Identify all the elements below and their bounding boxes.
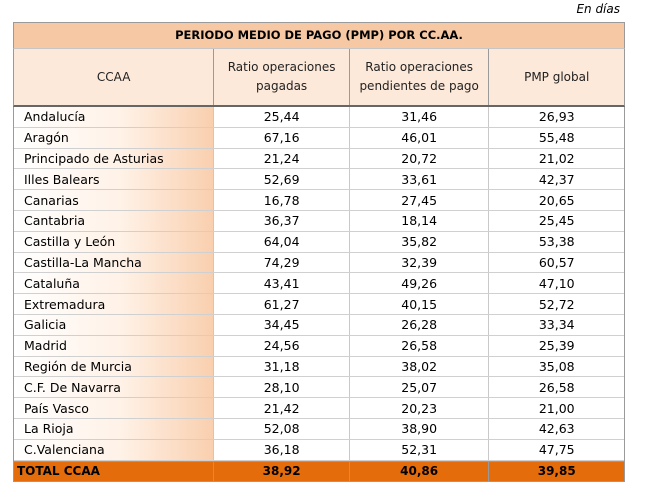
pmp-global-cell: 25,39 (488, 335, 624, 356)
pmp-global-cell: 47,75 (488, 439, 624, 460)
ccaa-name: C.Valenciana (14, 439, 214, 460)
pmp-global-cell: 53,38 (488, 231, 624, 252)
pmp-global-cell: 25,45 (488, 210, 624, 231)
ccaa-name: Galicia (14, 314, 214, 335)
ccaa-name: Illes Balears (14, 169, 214, 190)
pmp-global-cell: 42,63 (488, 418, 624, 439)
ratio-pagadas-cell: 52,08 (213, 418, 349, 439)
pmp-global-cell: 26,93 (488, 107, 624, 127)
ratio-pagadas-cell: 52,69 (213, 169, 349, 190)
pmp-global-cell: 35,08 (488, 356, 624, 377)
ccaa-name: País Vasco (14, 398, 214, 418)
ccaa-name: Cantabria (14, 210, 214, 231)
ratio-pendientes-cell: 26,28 (348, 314, 489, 335)
table-row: Principado de Asturias 21,24 20,72 21,02 (14, 148, 624, 170)
ccaa-name: Madrid (14, 335, 214, 356)
table-row: País Vasco 21,42 20,23 21,00 (14, 398, 624, 419)
table-header-row: CCAA Ratio operaciones pagadas Ratio ope… (13, 48, 625, 107)
ratio-pendientes-cell: 52,31 (348, 439, 489, 460)
ccaa-name: Extremadura (14, 294, 214, 314)
ccaa-name: Aragón (14, 127, 214, 148)
ratio-pendientes-cell: 46,01 (348, 127, 489, 148)
ccaa-name: C.F. De Navarra (14, 377, 214, 398)
total-pmp: 39,85 (488, 461, 624, 481)
ratio-pagadas-cell: 36,18 (213, 439, 349, 460)
total-label: TOTAL CCAA (17, 464, 100, 479)
ratio-pagadas-cell: 61,27 (213, 294, 349, 314)
table-row: C.Valenciana 36,18 52,31 47,75 (14, 439, 624, 461)
ratio-pagadas-cell: 24,56 (213, 335, 349, 356)
table-row: Madrid 24,56 26,58 25,39 (14, 335, 624, 357)
table-row: C.F. De Navarra 28,10 25,07 26,58 (14, 377, 624, 399)
ratio-pagadas-cell: 25,44 (213, 107, 349, 127)
ratio-pendientes-cell: 20,72 (348, 148, 489, 169)
ratio-pagadas-cell: 28,10 (213, 377, 349, 398)
pmp-global-cell: 21,02 (488, 148, 624, 169)
ccaa-name: La Rioja (14, 418, 214, 439)
ratio-pendientes-cell: 38,90 (348, 418, 489, 439)
pmp-global-cell: 20,65 (488, 190, 624, 210)
table-row: Región de Murcia 31,18 38,02 35,08 (14, 356, 624, 378)
ccaa-name: Canarias (14, 190, 214, 210)
ratio-pendientes-cell: 31,46 (348, 107, 489, 127)
table-row: Cantabria 36,37 18,14 25,45 (14, 210, 624, 232)
total-pendientes: 40,86 (348, 461, 489, 481)
table-row: Castilla y León 64,04 35,82 53,38 (14, 231, 624, 253)
table-row: Illes Balears 52,69 33,61 42,37 (14, 169, 624, 191)
ratio-pagadas-cell: 21,24 (213, 148, 349, 169)
ratio-pagadas-cell: 74,29 (213, 252, 349, 273)
ratio-pendientes-cell: 20,23 (348, 398, 489, 418)
ratio-pendientes-cell: 25,07 (348, 377, 489, 398)
ratio-pendientes-cell: 27,45 (348, 190, 489, 210)
ccaa-name: Cataluña (14, 273, 214, 294)
ratio-pagadas-cell: 67,16 (213, 127, 349, 148)
header-ratio-pendientes: Ratio operaciones pendientes de pago (348, 49, 489, 105)
ratio-pagadas-cell: 21,42 (213, 398, 349, 418)
pmp-global-cell: 33,34 (488, 314, 624, 335)
ratio-pendientes-cell: 40,15 (348, 294, 489, 314)
total-pagadas: 38,92 (213, 461, 349, 481)
table-row: Andalucía 25,44 31,46 26,93 (14, 107, 624, 128)
pmp-global-cell: 21,00 (488, 398, 624, 418)
pmp-global-cell: 26,58 (488, 377, 624, 398)
ratio-pendientes-cell: 32,39 (348, 252, 489, 273)
table-row: Aragón 67,16 46,01 55,48 (14, 127, 624, 149)
pmp-global-cell: 52,72 (488, 294, 624, 314)
unit-label: En días (576, 2, 620, 16)
ratio-pendientes-cell: 18,14 (348, 210, 489, 231)
table-row: Castilla-La Mancha 74,29 32,39 60,57 (14, 252, 624, 274)
pmp-table: PERIODO MEDIO DE PAGO (PMP) POR CC.AA. C… (13, 22, 625, 482)
ratio-pendientes-cell: 49,26 (348, 273, 489, 294)
pmp-global-cell: 60,57 (488, 252, 624, 273)
ratio-pagadas-cell: 31,18 (213, 356, 349, 377)
ratio-pagadas-cell: 43,41 (213, 273, 349, 294)
total-row: TOTAL CCAA 38,92 40,86 39,85 (13, 460, 625, 482)
table-body: Andalucía 25,44 31,46 26,93 Aragón 67,16 46,01… (13, 107, 625, 461)
ccaa-name: Región de Murcia (14, 356, 214, 377)
ccaa-name: Castilla-La Mancha (14, 252, 214, 273)
ratio-pendientes-cell: 38,02 (348, 356, 489, 377)
header-pmp-global: PMP global (488, 49, 624, 105)
ratio-pagadas-cell: 64,04 (213, 231, 349, 252)
ratio-pagadas-cell: 36,37 (213, 210, 349, 231)
pmp-global-cell: 47,10 (488, 273, 624, 294)
table-row: Canarias 16,78 27,45 20,65 (14, 190, 624, 211)
header-ccaa: CCAA (96, 69, 131, 84)
ccaa-name: Principado de Asturias (14, 148, 214, 169)
ratio-pagadas-cell: 16,78 (213, 190, 349, 210)
pmp-global-cell: 42,37 (488, 169, 624, 190)
ratio-pagadas-cell: 34,45 (213, 314, 349, 335)
pmp-global-cell: 55,48 (488, 127, 624, 148)
table-title: PERIODO MEDIO DE PAGO (PMP) POR CC.AA. (13, 22, 625, 48)
table-row: La Rioja 52,08 38,90 42,63 (14, 418, 624, 440)
table-row: Cataluña 43,41 49,26 47,10 (14, 273, 624, 295)
ccaa-name: Castilla y León (14, 231, 214, 252)
table-row: Galicia 34,45 26,28 33,34 (14, 314, 624, 336)
table-row: Extremadura 61,27 40,15 52,72 (14, 294, 624, 315)
header-ratio-pagadas: Ratio operaciones pagadas (213, 49, 349, 105)
ccaa-name: Andalucía (14, 107, 214, 127)
ratio-pendientes-cell: 26,58 (348, 335, 489, 356)
ratio-pendientes-cell: 33,61 (348, 169, 489, 190)
ratio-pendientes-cell: 35,82 (348, 231, 489, 252)
